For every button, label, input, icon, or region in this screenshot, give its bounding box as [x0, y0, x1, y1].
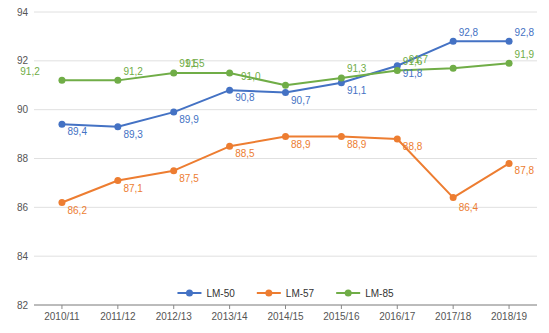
- x-axis: 2010/11 2011/12 2012/13 2013/14 2014/15 2015/…: [34, 305, 537, 322]
- point: [506, 160, 513, 167]
- y-tick-label: 82: [17, 300, 29, 311]
- point: [282, 89, 289, 96]
- grid-line: [34, 12, 537, 13]
- y-tick-label: 92: [17, 55, 29, 66]
- legend-marker: [265, 290, 272, 297]
- point: [58, 121, 65, 128]
- x-tick-label: 2017/18: [435, 311, 472, 322]
- point: [338, 74, 345, 81]
- plot-area: [58, 38, 512, 206]
- grid-line: [34, 60, 537, 61]
- x-tick: [509, 305, 510, 309]
- point: [506, 60, 513, 67]
- y-axis: 82 84 86 88 90 92 94: [17, 7, 537, 311]
- point: [114, 123, 121, 130]
- x-tick: [453, 305, 454, 309]
- point: [58, 77, 65, 84]
- series-line: [62, 137, 509, 203]
- legend-item: LM-57: [257, 288, 315, 299]
- point: [114, 177, 121, 184]
- point: [226, 70, 233, 77]
- legend: LM-50 LM-57 LM-85: [177, 288, 394, 299]
- point: [58, 199, 65, 206]
- data-label: 91,2: [20, 66, 40, 77]
- point: [114, 77, 121, 84]
- x-tick: [117, 305, 118, 309]
- data-label: 91,2: [123, 66, 143, 77]
- x-tick-label: 2014/15: [267, 311, 304, 322]
- data-label: 89,9: [179, 114, 199, 125]
- data-label: 87,8: [515, 165, 535, 176]
- point: [450, 65, 457, 72]
- x-tick-label: 2013/14: [212, 311, 249, 322]
- data-label: 92,8: [459, 27, 479, 38]
- point: [394, 135, 401, 142]
- point: [170, 70, 177, 77]
- point: [506, 38, 513, 45]
- legend-item: LM-85: [336, 288, 394, 299]
- data-label: 88,9: [347, 139, 367, 150]
- x-tick: [61, 305, 62, 309]
- point: [170, 109, 177, 116]
- point: [282, 82, 289, 89]
- data-label: 92,8: [515, 27, 535, 38]
- data-label: 90,7: [291, 95, 311, 106]
- x-tick: [285, 305, 286, 309]
- data-label: 91,0: [241, 71, 261, 82]
- grid-line: [34, 109, 537, 110]
- data-label: 90,8: [235, 92, 255, 103]
- legend-item: LM-50: [177, 288, 235, 299]
- legend-label: LM-57: [286, 288, 315, 299]
- data-label: 89,4: [68, 126, 88, 137]
- data-label: 91,8: [403, 68, 423, 79]
- x-tick-label: 2016/17: [379, 311, 416, 322]
- x-tick-label: 2015/16: [323, 311, 360, 322]
- data-labels: 89,4 89,3 89,9 90,8 90,7 91,1 91,8 92,8 92,8 86,2…: [20, 27, 534, 216]
- data-label: 91,5: [185, 58, 205, 69]
- legend-label: LM-85: [365, 288, 394, 299]
- data-label: 87,1: [123, 183, 143, 194]
- data-label: 91,1: [347, 85, 367, 96]
- x-tick: [341, 305, 342, 309]
- point: [450, 38, 457, 45]
- point: [226, 87, 233, 94]
- data-label: 89,3: [123, 129, 143, 140]
- point: [226, 143, 233, 150]
- series-line: [62, 41, 509, 126]
- legend-label: LM-50: [206, 288, 235, 299]
- x-tick: [229, 305, 230, 309]
- point: [170, 167, 177, 174]
- x-tick: [397, 305, 398, 309]
- y-tick-label: 88: [17, 153, 29, 164]
- chart: 82 84 86 88 90 92 94 2010/11 2011/12 2012/13 2013/…: [0, 0, 549, 333]
- grid-line: [34, 158, 537, 159]
- x-tick-label: 2011/12: [100, 311, 136, 322]
- point: [450, 194, 457, 201]
- x-tick-label: 2010/11: [44, 311, 80, 322]
- data-label: 88,9: [291, 139, 311, 150]
- grid-line: [34, 256, 537, 257]
- legend-marker: [186, 290, 193, 297]
- point: [394, 67, 401, 74]
- data-label: 88,5: [235, 148, 255, 159]
- x-tick-label: 2012/13: [156, 311, 193, 322]
- legend-marker: [345, 290, 352, 297]
- y-tick-label: 84: [17, 251, 29, 262]
- data-label: 88,8: [403, 141, 423, 152]
- data-label: 91,7: [409, 54, 429, 65]
- data-label: 86,2: [68, 205, 88, 216]
- point: [282, 133, 289, 140]
- y-tick-label: 86: [17, 202, 29, 213]
- x-tick-label: 2018/19: [491, 311, 528, 322]
- data-label: 91,3: [347, 63, 367, 74]
- y-tick-label: 94: [17, 7, 29, 18]
- data-label: 91,9: [515, 49, 535, 60]
- point: [338, 133, 345, 140]
- x-tick: [173, 305, 174, 309]
- data-label: 86,4: [459, 202, 479, 213]
- y-tick-label: 90: [17, 104, 29, 115]
- data-label: 87,5: [179, 173, 199, 184]
